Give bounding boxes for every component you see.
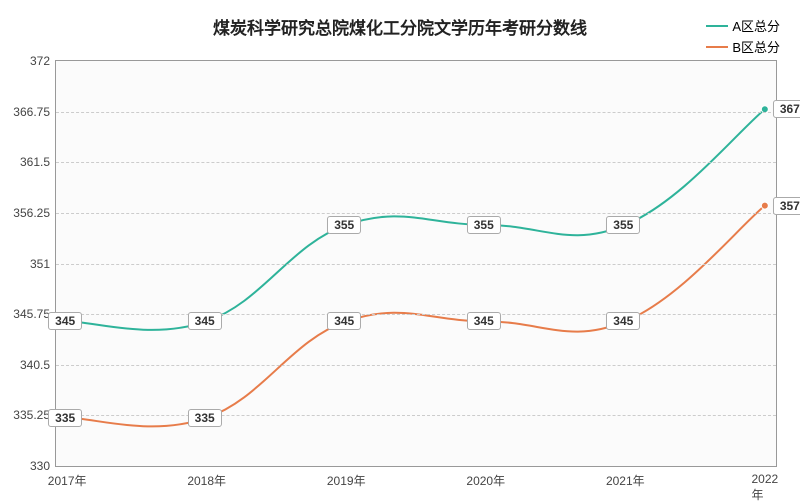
grid-line — [56, 162, 776, 163]
legend: A区总分 B区总分 — [706, 16, 780, 58]
grid-line — [56, 365, 776, 366]
x-axis-tick: 2022年 — [751, 466, 778, 503]
legend-item-a: A区总分 — [706, 16, 780, 35]
y-axis-tick: 356.25 — [13, 206, 56, 220]
data-label: 355 — [467, 216, 501, 234]
y-axis-tick: 366.75 — [13, 105, 56, 119]
data-label: 345 — [606, 312, 640, 330]
x-axis-tick: 2021年 — [606, 466, 645, 489]
x-axis-tick: 2019年 — [327, 466, 366, 489]
data-label: 355 — [327, 216, 361, 234]
x-axis-tick: 2018年 — [187, 466, 226, 489]
y-axis-tick: 351 — [30, 257, 56, 271]
y-axis-tick: 340.5 — [20, 358, 56, 372]
data-label: 345 — [327, 312, 361, 330]
data-label: 367 — [773, 100, 800, 118]
series-dot — [761, 202, 768, 209]
grid-line — [56, 314, 776, 315]
plot-area: 330335.25340.5345.75351356.25361.5366.75… — [55, 60, 777, 467]
grid-line — [56, 415, 776, 416]
y-axis-tick: 361.5 — [20, 155, 56, 169]
data-label: 335 — [48, 409, 82, 427]
data-label: 355 — [606, 216, 640, 234]
legend-label-a: A区总分 — [732, 16, 780, 35]
grid-line — [56, 264, 776, 265]
chart-container: 煤炭科学研究总院煤化工分院文学历年考研分数线 A区总分 B区总分 330335.… — [0, 0, 800, 500]
data-label: 345 — [188, 312, 222, 330]
series-line — [67, 206, 765, 427]
grid-line — [56, 112, 776, 113]
grid-line — [56, 213, 776, 214]
y-axis-tick: 372 — [30, 54, 56, 68]
data-label: 345 — [467, 312, 501, 330]
data-label: 345 — [48, 312, 82, 330]
legend-swatch-a — [706, 25, 728, 27]
legend-item-b: B区总分 — [706, 37, 780, 56]
series-line — [67, 109, 765, 330]
chart-title: 煤炭科学研究总院煤化工分院文学历年考研分数线 — [0, 14, 800, 39]
x-axis-tick: 2017年 — [48, 466, 87, 489]
x-axis-tick: 2020年 — [466, 466, 505, 489]
legend-label-b: B区总分 — [732, 37, 780, 56]
legend-swatch-b — [706, 46, 728, 48]
data-label: 335 — [188, 409, 222, 427]
data-label: 357 — [773, 197, 800, 215]
